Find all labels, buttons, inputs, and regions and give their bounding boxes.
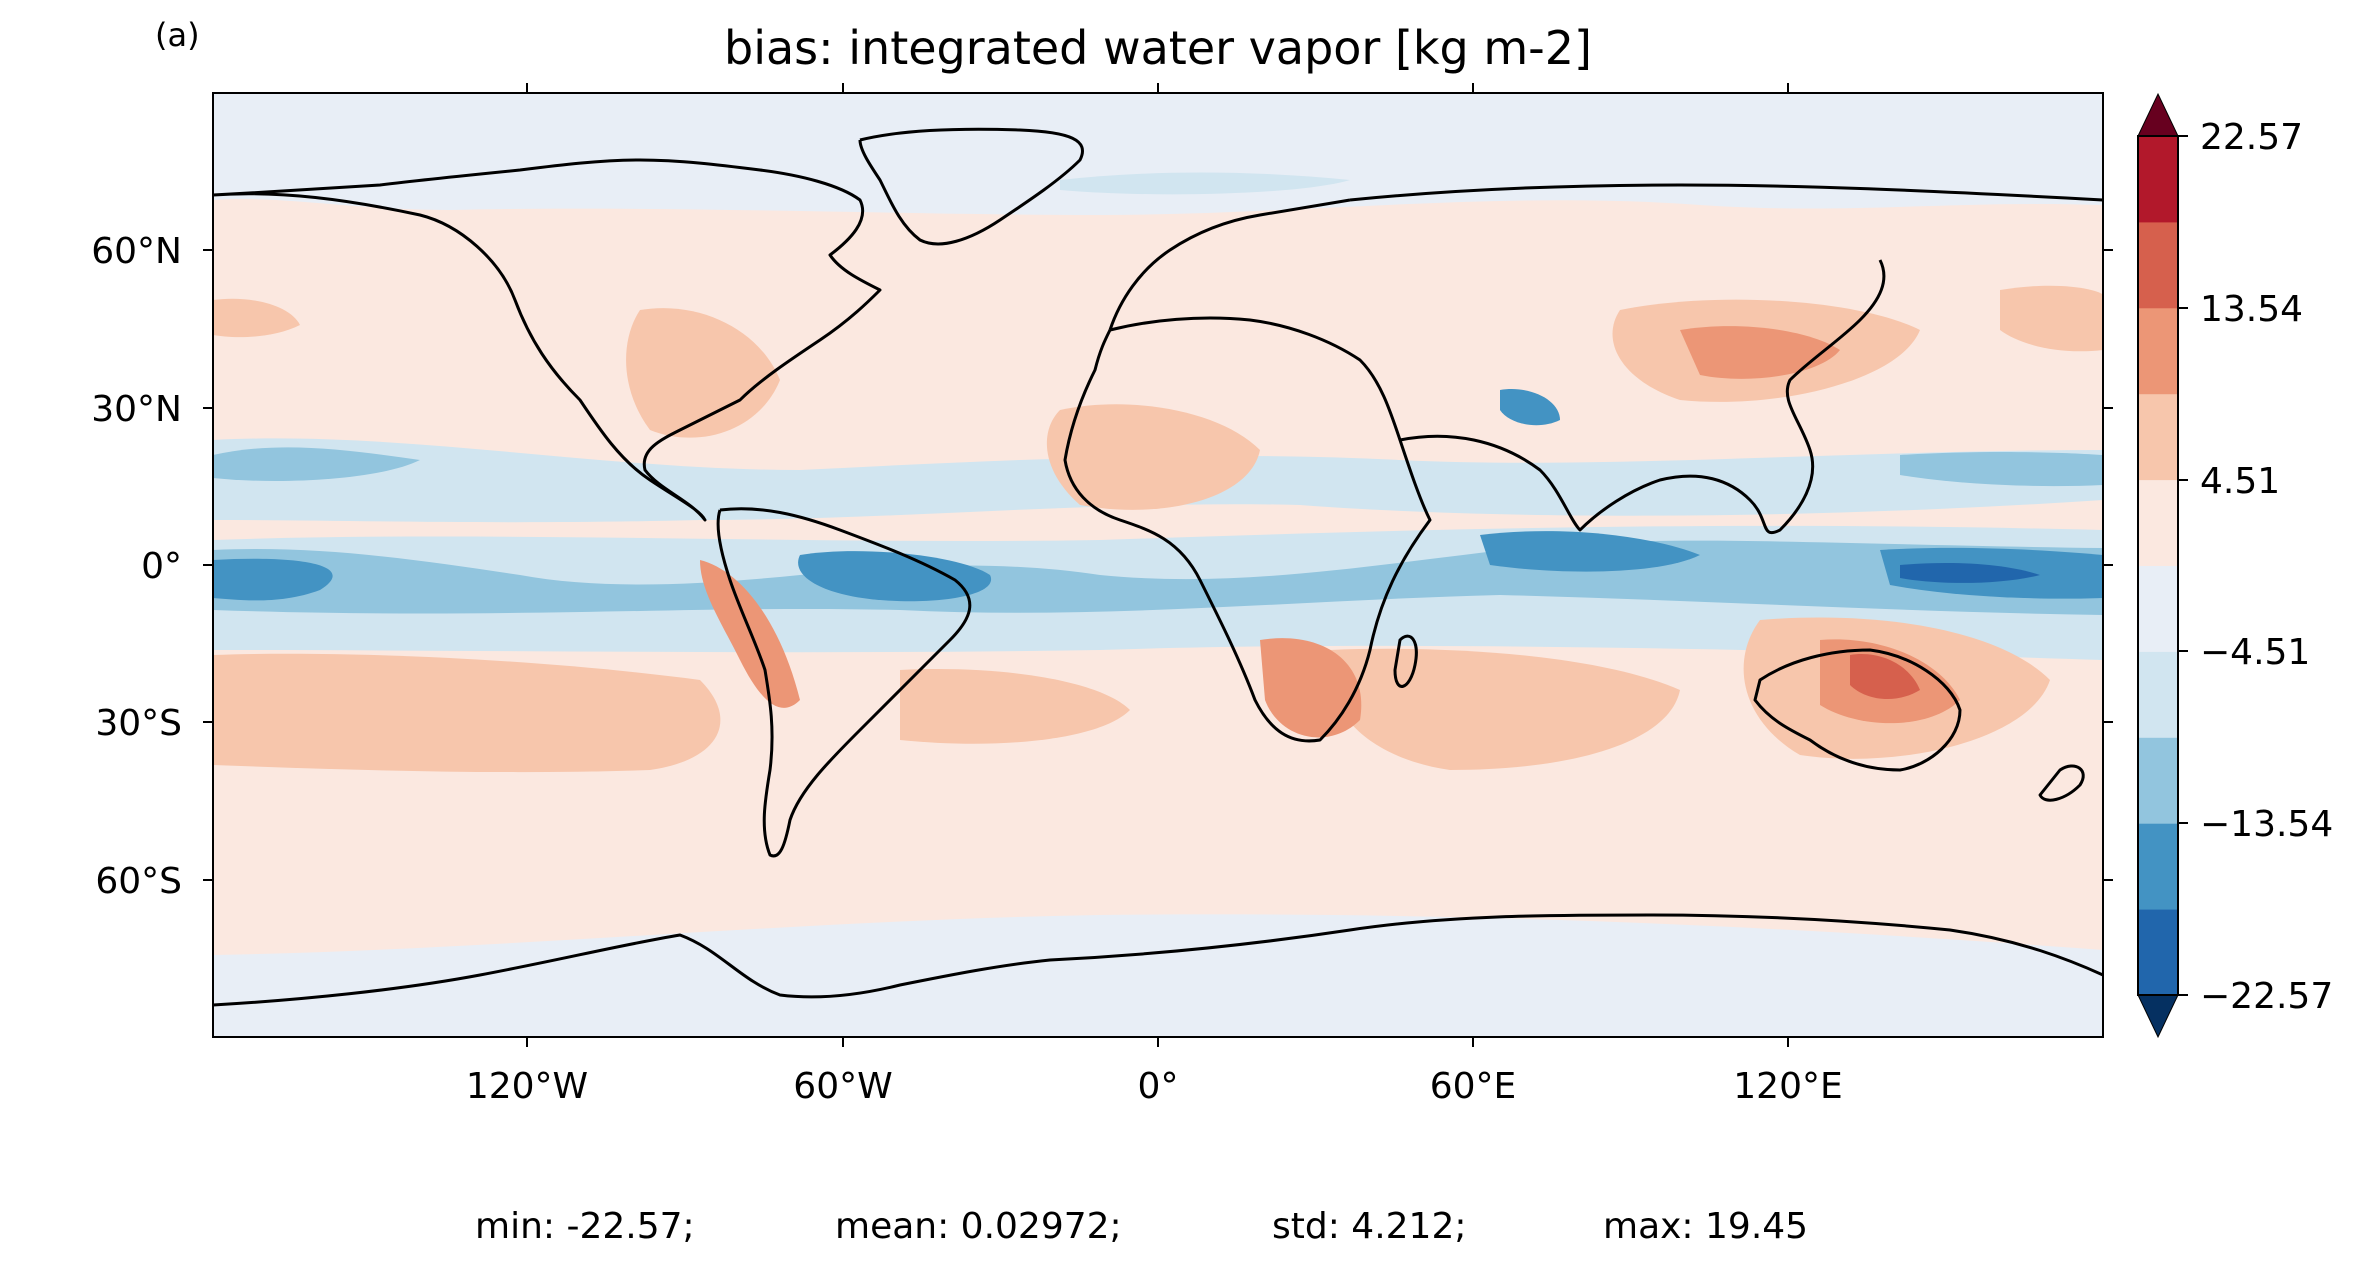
colorbar-tick-label: 22.57 [2200, 117, 2303, 158]
lat-tick-label: 60°S [95, 861, 182, 902]
colorbar-segment [2138, 737, 2178, 824]
major-ticks [203, 83, 2113, 1047]
lat-tick-label: 60°N [91, 231, 182, 272]
colorbar-segment [2138, 393, 2178, 481]
lon-tick-label: 120°W [466, 1066, 588, 1107]
colorbar: 22.57 13.54 4.51 −4.51 −13.54 −22.57 [2137, 92, 2333, 1039]
colorbar-frame [2137, 135, 2179, 996]
colorbar-tick-label: 4.51 [2200, 461, 2280, 502]
stat-std: std: 4.212; [1272, 1206, 1466, 1247]
statistics: min: -22.57; mean: 0.02972; std: 4.212; … [475, 1206, 1808, 1247]
map-title: bias: integrated water vapor [kg m-2] [724, 21, 1592, 75]
lon-tick-label: 60°W [793, 1066, 892, 1107]
colorbar-over-triangle [2137, 92, 2179, 137]
colorbar-segment [2138, 565, 2178, 652]
colorbar-segment [2138, 479, 2178, 566]
stat-min: min: -22.57; [475, 1206, 695, 1247]
lon-tick-labels: 120°W 60°W 0° 60°E 120°E [466, 1066, 1843, 1107]
colorbar-tick-label: −22.57 [2200, 976, 2333, 1017]
bias-field [213, 93, 2103, 1037]
lon-tick-label: 120°E [1733, 1066, 1842, 1107]
colorbar-segment [2138, 136, 2178, 223]
lat-tick-label: 0° [141, 546, 182, 587]
stat-max: max: 19.45 [1603, 1206, 1808, 1247]
colorbar-segment [2138, 823, 2178, 910]
colorbar-segments [2138, 136, 2178, 996]
stat-mean: mean: 0.02972; [835, 1206, 1122, 1247]
colorbar-segment [2138, 307, 2178, 395]
panel-label: (a) [155, 16, 200, 54]
colorbar-tick-label: 13.54 [2200, 289, 2303, 330]
lat-tick-label: 30°S [95, 703, 182, 744]
colorbar-segment [2138, 651, 2178, 738]
colorbar-under-triangle [2137, 994, 2179, 1039]
colorbar-ticks [2178, 135, 2188, 996]
lat-tick-label: 30°N [91, 389, 182, 430]
colorbar-tick-label: −13.54 [2200, 804, 2333, 845]
lon-tick-label: 60°E [1430, 1066, 1517, 1107]
colorbar-segment [2138, 909, 2178, 996]
coastlines [213, 127, 2103, 1007]
colorbar-tick-label: −4.51 [2200, 632, 2310, 673]
lat-tick-labels: 60°N 30°N 0° 30°S 60°S [91, 231, 182, 902]
lon-tick-label: 0° [1138, 1066, 1179, 1107]
colorbar-segment [2138, 221, 2178, 309]
